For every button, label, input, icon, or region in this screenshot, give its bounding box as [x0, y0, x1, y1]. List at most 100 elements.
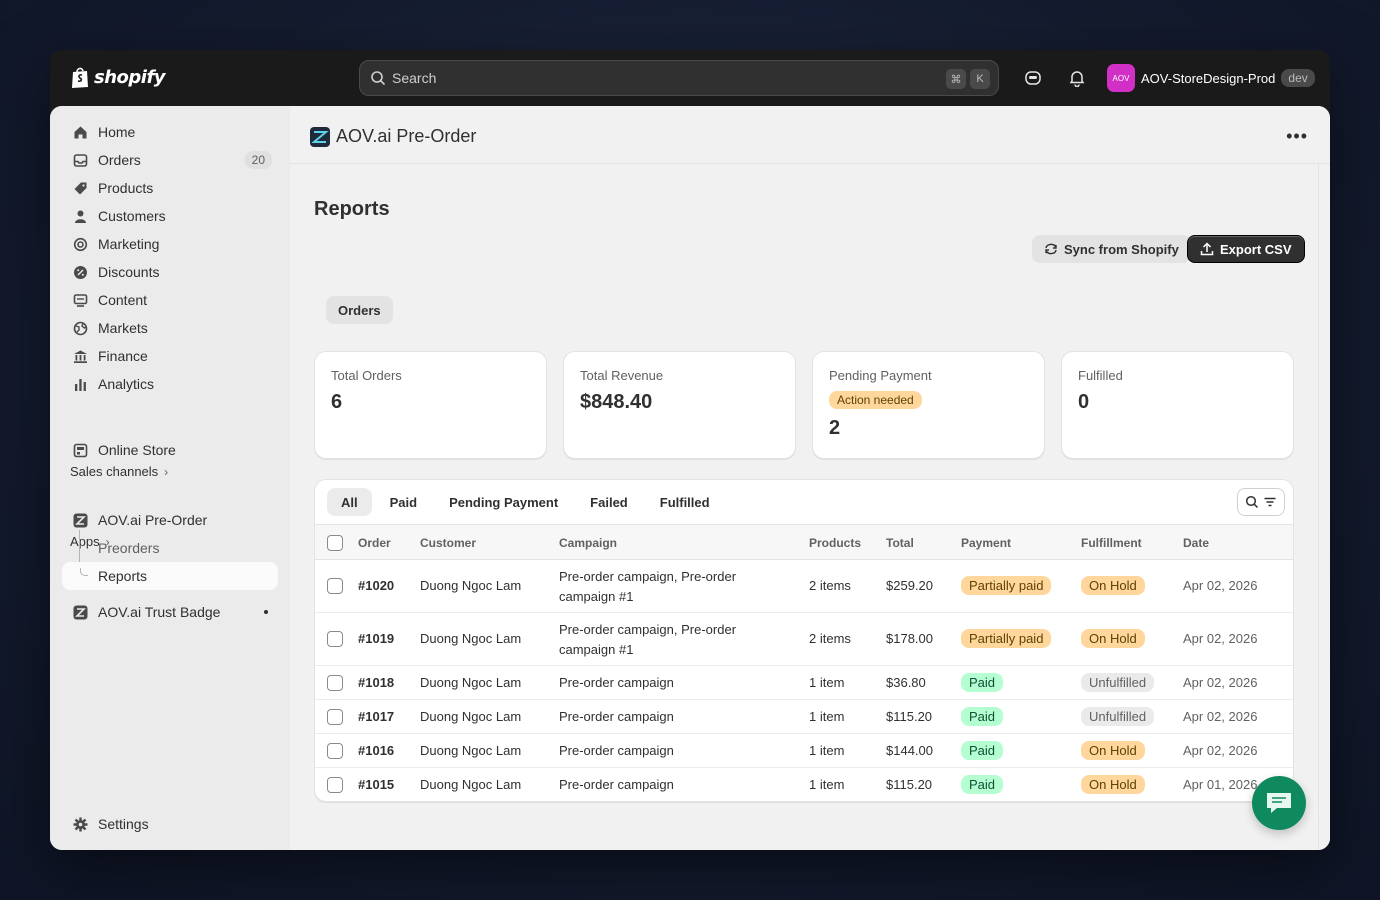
stat-card-pending-payment: Pending Payment Action needed 2: [812, 351, 1045, 459]
sidebar-item-label: Orders: [98, 152, 141, 168]
column-header[interactable]: Payment: [961, 536, 1012, 550]
target-icon: [72, 236, 88, 252]
stat-value: $848.40: [580, 391, 653, 413]
fulfillment-status-badge: On Hold: [1081, 741, 1145, 760]
column-header[interactable]: Products: [809, 536, 862, 550]
select-all-checkbox[interactable]: [327, 535, 343, 551]
sales-channels-header[interactable]: Sales channels ›: [70, 464, 168, 479]
shopify-logo[interactable]: shopify: [70, 66, 166, 89]
sales-channels-label: Sales channels: [70, 464, 159, 479]
tab-orders[interactable]: Orders: [326, 296, 393, 324]
order-date: Apr 02, 2026: [1183, 631, 1258, 646]
table-row[interactable]: #1015 Duong Ngoc Lam Pre-order campaign …: [315, 768, 1293, 801]
row-checkbox[interactable]: [327, 743, 343, 759]
store-avatar: AOV: [1107, 64, 1135, 92]
search-placeholder: Search: [392, 70, 437, 86]
sidebar-item-label: AOV.ai Trust Badge: [98, 604, 221, 620]
stat-card-total-revenue: Total Revenue $848.40: [563, 351, 796, 459]
sidebar-item-orders[interactable]: Orders 20: [62, 146, 278, 174]
sidebar-subitem-preorders[interactable]: Preorders: [98, 540, 160, 556]
product-count: 1 item: [809, 709, 845, 724]
sidebar-item-label: Markets: [98, 320, 148, 336]
order-number[interactable]: #1015: [358, 777, 395, 792]
fulfillment-status-badge: On Hold: [1081, 576, 1145, 595]
column-header[interactable]: Order: [358, 536, 391, 550]
search-input[interactable]: Search ⌘ K: [359, 60, 999, 96]
payment-status-badge: Partially paid: [961, 576, 1052, 595]
sidebar-item-aov-preorder[interactable]: AOV.ai Pre-Order: [62, 506, 278, 534]
sidebar-item-markets[interactable]: Markets: [62, 314, 278, 342]
apps-header[interactable]: Apps ›: [70, 534, 110, 549]
sidebar-subitem-reports[interactable]: Reports: [62, 562, 278, 590]
search-filter-button[interactable]: [1237, 488, 1285, 516]
sidebar-item-settings[interactable]: Settings: [62, 810, 278, 838]
sync-from-shopify-button[interactable]: Sync from Shopify: [1032, 235, 1191, 263]
campaign-name: Pre-order campaign: [559, 743, 674, 758]
order-total: $115.20: [886, 777, 933, 792]
row-checkbox[interactable]: [327, 777, 343, 793]
order-number[interactable]: #1017: [358, 709, 395, 724]
order-number[interactable]: #1020: [358, 578, 395, 593]
app-icon: [72, 512, 88, 528]
sidebar-item-label: Home: [98, 124, 136, 140]
top-bar: shopify Search ⌘ K AOV AOV-Stor: [50, 50, 1330, 106]
order-number[interactable]: #1019: [358, 631, 395, 646]
orders-count-badge: 20: [244, 151, 272, 169]
payment-status-badge: Paid: [961, 707, 1004, 726]
order-number[interactable]: #1016: [358, 743, 395, 758]
order-date: Apr 01, 2026: [1183, 777, 1258, 792]
sidebar-item-label: Reports: [98, 568, 148, 584]
stat-label: Pending Payment: [829, 368, 932, 383]
sidebar-item-finance[interactable]: Finance: [62, 342, 278, 370]
sidebar: Home Orders 20 Products Customers Market…: [50, 106, 290, 850]
bell-icon[interactable]: [1066, 67, 1088, 89]
campaign-name: Pre-order campaign, Pre-order campaign #…: [559, 569, 737, 604]
campaign-name: Pre-order campaign: [559, 777, 674, 792]
store-switcher[interactable]: AOV AOV-StoreDesign-Prod dev: [1107, 64, 1315, 92]
tab-failed[interactable]: Failed: [590, 494, 628, 510]
row-checkbox[interactable]: [327, 578, 343, 594]
tab-pending-payment[interactable]: Pending Payment: [449, 494, 559, 510]
table-row[interactable]: #1018 Duong Ngoc Lam Pre-order campaign …: [315, 666, 1293, 700]
sidebar-item-label: Analytics: [98, 376, 155, 392]
chat-launcher-button[interactable]: [1252, 776, 1306, 830]
column-header[interactable]: Fulfillment: [1081, 536, 1142, 550]
table-row[interactable]: #1020 Duong Ngoc Lam Pre-order campaign,…: [315, 560, 1293, 613]
sidebar-item-home[interactable]: Home: [62, 118, 278, 146]
table-row[interactable]: #1016 Duong Ngoc Lam Pre-order campaign …: [315, 734, 1293, 768]
sidebar-item-customers[interactable]: Customers: [62, 202, 278, 230]
row-checkbox[interactable]: [327, 675, 343, 691]
column-header[interactable]: Customer: [420, 536, 477, 550]
export-csv-button[interactable]: Export CSV: [1187, 235, 1305, 263]
payment-status-badge: Partially paid: [961, 629, 1052, 648]
sidebar-item-label: Discounts: [98, 264, 160, 280]
row-checkbox[interactable]: [327, 709, 343, 725]
sidebar-item-analytics[interactable]: Analytics: [62, 370, 278, 398]
column-header[interactable]: Date: [1183, 536, 1210, 550]
sidebar-item-online-store[interactable]: Online Store: [62, 436, 278, 464]
stat-label: Total Revenue: [580, 368, 664, 383]
table-row[interactable]: #1017 Duong Ngoc Lam Pre-order campaign …: [315, 700, 1293, 734]
tab-fulfilled[interactable]: Fulfilled: [659, 494, 710, 510]
content-scrollbar[interactable]: [1318, 164, 1330, 850]
assistant-icon[interactable]: [1022, 67, 1044, 89]
more-actions-icon[interactable]: •••: [1286, 126, 1308, 146]
store-env-badge: dev: [1281, 69, 1315, 87]
tab-paid[interactable]: Paid: [389, 494, 418, 510]
sidebar-item-content[interactable]: Content: [62, 286, 278, 314]
order-date: Apr 02, 2026: [1183, 709, 1258, 724]
page-content: Reports Sync from Shopify Export CSV Ord…: [290, 164, 1330, 850]
chevron-right-icon: ›: [164, 464, 169, 479]
tab-all[interactable]: All: [327, 488, 372, 516]
column-header[interactable]: Total: [886, 536, 914, 550]
customer-name: Duong Ngoc Lam: [420, 777, 522, 792]
column-header[interactable]: Campaign: [559, 536, 618, 550]
sidebar-item-aov-trust-badge[interactable]: AOV.ai Trust Badge: [62, 598, 278, 626]
table-row[interactable]: #1019 Duong Ngoc Lam Pre-order campaign,…: [315, 613, 1293, 666]
sidebar-item-products[interactable]: Products: [62, 174, 278, 202]
sidebar-item-discounts[interactable]: Discounts: [62, 258, 278, 286]
order-number[interactable]: #1018: [358, 675, 395, 690]
sidebar-item-marketing[interactable]: Marketing: [62, 230, 278, 258]
campaign-name: Pre-order campaign: [559, 709, 674, 724]
row-checkbox[interactable]: [327, 631, 343, 647]
